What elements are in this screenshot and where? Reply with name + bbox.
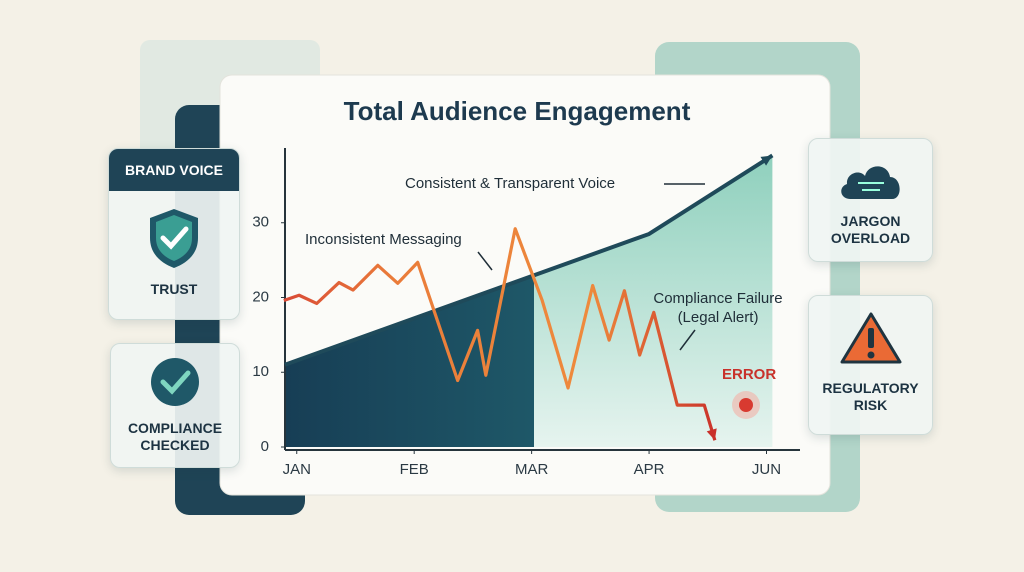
arrow-head bbox=[760, 155, 773, 166]
annotation: Compliance Failure bbox=[653, 290, 782, 307]
series-line bbox=[284, 153, 774, 367]
annotation: ERROR bbox=[722, 366, 776, 383]
annotation: (Legal Alert) bbox=[678, 309, 759, 326]
series-label: Inconsistent Messaging bbox=[305, 231, 462, 248]
arrow-head bbox=[706, 428, 717, 441]
x-tick-label: JAN bbox=[283, 461, 311, 478]
card-header: BRAND VOICE bbox=[109, 149, 239, 191]
series-label: Consistent & Transparent Voice bbox=[405, 175, 615, 192]
compliance-card: COMPLIANCE CHECKED bbox=[110, 343, 240, 468]
risk-card: REGULATORY RISK bbox=[808, 295, 933, 435]
brand-voice-card: BRAND VOICE TRUST bbox=[108, 148, 240, 320]
label-leader bbox=[477, 251, 493, 271]
error-dot bbox=[739, 398, 753, 412]
chart-title: Total Audience Engagement bbox=[344, 96, 691, 126]
x-tick-label: FEB bbox=[400, 461, 429, 478]
y-tick-label: 20 bbox=[252, 288, 269, 305]
y-tick-label: 30 bbox=[252, 214, 269, 231]
card-label: REGULATORY RISK bbox=[822, 380, 919, 413]
x-tick-label: JUN bbox=[752, 461, 781, 478]
plot: 0 10 20 30 JAN FEB MAR APR JUN Consistent & Trans… bbox=[252, 148, 800, 478]
y-tick-label: 0 bbox=[261, 438, 269, 455]
warning-icon bbox=[840, 312, 901, 364]
x-tick-label: APR bbox=[634, 461, 665, 478]
card-label: COMPLIANCE CHECKED bbox=[127, 420, 223, 453]
label-leader bbox=[679, 329, 696, 351]
jargon-card: JARGON OVERLOAD bbox=[808, 138, 933, 262]
check-icon bbox=[151, 358, 199, 406]
card-label: TRUST bbox=[150, 281, 198, 297]
series-line bbox=[283, 227, 717, 441]
cloud-icon bbox=[840, 166, 900, 199]
card-label: JARGON OVERLOAD bbox=[830, 213, 911, 246]
y-tick-label: 10 bbox=[252, 363, 269, 380]
shield-icon bbox=[150, 209, 198, 268]
x-tick-label: MAR bbox=[515, 461, 549, 478]
area-dark bbox=[285, 275, 534, 447]
